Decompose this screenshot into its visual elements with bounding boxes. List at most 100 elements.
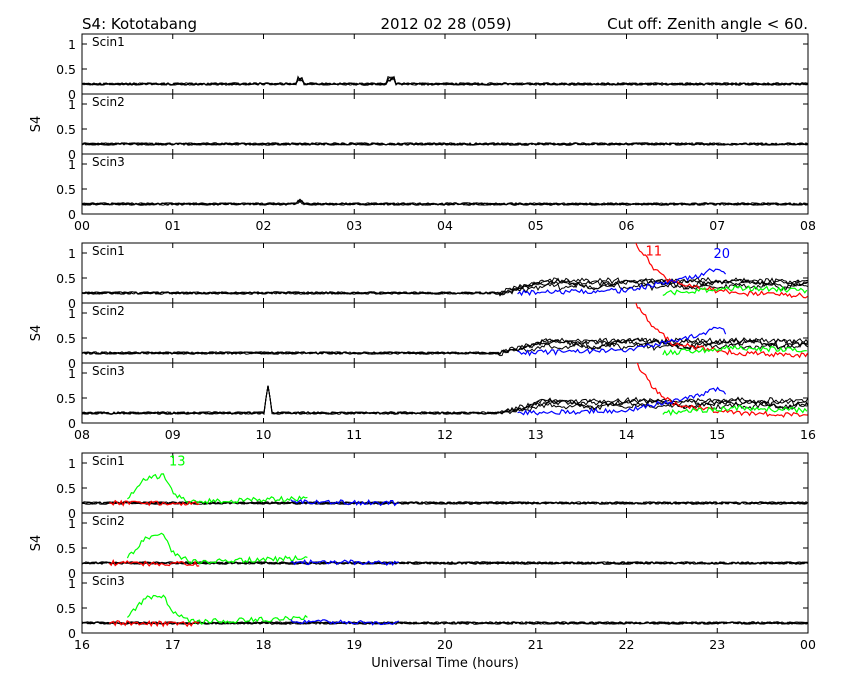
trace-group bbox=[82, 594, 808, 628]
y-tick-label: 1 bbox=[68, 246, 76, 261]
x-tick-label: 10 bbox=[256, 427, 272, 442]
satellite-label: 13 bbox=[169, 455, 186, 470]
y-tick-label: 0 bbox=[68, 626, 76, 641]
x-tick-label: 02 bbox=[256, 218, 272, 233]
trace-group bbox=[82, 243, 808, 299]
green-trace bbox=[662, 344, 807, 357]
black-trace bbox=[82, 385, 808, 415]
x-tick-label: 22 bbox=[619, 637, 635, 652]
x-tick-label: 12 bbox=[437, 427, 453, 442]
y-tick-label: 0 bbox=[68, 356, 76, 371]
y-tick-label: 0 bbox=[68, 416, 76, 431]
y-tick-label: 0.5 bbox=[56, 122, 76, 137]
x-tick-label: 21 bbox=[528, 637, 544, 652]
x-tick-label: 08 bbox=[74, 427, 90, 442]
red-trace bbox=[635, 243, 808, 299]
y-tick-label: 0 bbox=[68, 207, 76, 222]
y-tick-label: 1 bbox=[68, 456, 76, 471]
red-trace bbox=[108, 619, 200, 628]
green-trace bbox=[126, 532, 308, 565]
red-trace bbox=[635, 303, 808, 359]
y-tick-label: 0.5 bbox=[56, 541, 76, 556]
x-tick-label: 19 bbox=[346, 637, 362, 652]
x-tick-label: 09 bbox=[165, 427, 181, 442]
y-tick-label: 1 bbox=[68, 157, 76, 172]
x-tick-label: 20 bbox=[437, 637, 453, 652]
x-tick-label: 18 bbox=[256, 637, 272, 652]
y-tick-label: 0 bbox=[68, 296, 76, 311]
x-tick-label: 23 bbox=[709, 637, 725, 652]
black-trace bbox=[82, 142, 808, 146]
green-trace bbox=[662, 284, 808, 296]
y-tick-label: 0 bbox=[68, 506, 76, 521]
date-title: 2012 02 28 (059) bbox=[381, 15, 512, 33]
black-trace bbox=[82, 501, 808, 505]
y-tick-label: 1 bbox=[68, 97, 76, 112]
y-tick-label: 0.5 bbox=[56, 391, 76, 406]
green-trace bbox=[662, 405, 808, 417]
x-tick-label: 03 bbox=[346, 218, 362, 233]
x-tick-label: 16 bbox=[800, 427, 816, 442]
green-trace bbox=[127, 473, 308, 505]
trace-group bbox=[82, 75, 808, 86]
y-tick-label: 0.5 bbox=[56, 481, 76, 496]
x-tick-label: 04 bbox=[437, 218, 453, 233]
x-tick-label: 17 bbox=[165, 637, 181, 652]
y-tick-label: 0 bbox=[68, 566, 76, 581]
blue-trace bbox=[290, 558, 399, 566]
trace-group bbox=[82, 303, 808, 359]
x-tick-label: 13 bbox=[528, 427, 544, 442]
y-axis-label: S4 bbox=[29, 116, 44, 133]
red-trace bbox=[636, 363, 808, 418]
panel-name-label: Scin1 bbox=[92, 35, 125, 49]
black-trace bbox=[82, 561, 808, 565]
panel-name-label: Scin1 bbox=[92, 454, 125, 468]
black-trace bbox=[82, 337, 808, 357]
x-tick-label: 06 bbox=[619, 218, 635, 233]
x-tick-label: 07 bbox=[709, 218, 725, 233]
y-axis-label: S4 bbox=[29, 535, 44, 552]
panel-frame bbox=[81, 242, 809, 304]
blue-trace bbox=[517, 386, 727, 416]
panel-name-label: Scin2 bbox=[92, 514, 125, 528]
panel-name-label: Scin1 bbox=[92, 244, 125, 258]
trace-group bbox=[82, 198, 808, 206]
station-title: S4: Kototabang bbox=[82, 15, 197, 33]
cutoff-title: Cut off: Zenith angle < 60. bbox=[607, 15, 808, 33]
y-tick-label: 0.5 bbox=[56, 331, 76, 346]
x-tick-label: 15 bbox=[709, 427, 725, 442]
panel-name-label: Scin2 bbox=[92, 304, 125, 318]
trace-group bbox=[82, 363, 808, 418]
y-tick-label: 1 bbox=[68, 37, 76, 52]
x-axis-title: Universal Time (hours) bbox=[371, 656, 519, 671]
blue-trace bbox=[290, 498, 399, 507]
trace-group bbox=[82, 473, 808, 507]
panel-name-label: Scin2 bbox=[92, 95, 125, 109]
y-axis-label: S4 bbox=[29, 325, 44, 342]
y-tick-label: 0.5 bbox=[56, 62, 76, 77]
black-trace bbox=[82, 76, 808, 86]
y-tick-label: 1 bbox=[68, 366, 76, 381]
satellite-label: 11 bbox=[645, 245, 662, 260]
panel-name-label: Scin3 bbox=[92, 364, 125, 378]
black-trace bbox=[82, 199, 808, 206]
x-tick-label: 01 bbox=[165, 218, 181, 233]
trace-group bbox=[82, 142, 808, 146]
black-trace bbox=[82, 277, 808, 296]
x-tick-label: 00 bbox=[800, 637, 816, 652]
x-tick-label: 05 bbox=[528, 218, 544, 233]
panel-name-label: Scin3 bbox=[92, 155, 125, 169]
y-tick-label: 0.5 bbox=[56, 182, 76, 197]
blue-trace bbox=[517, 326, 727, 357]
panel-name-label: Scin3 bbox=[92, 574, 125, 588]
x-tick-label: 14 bbox=[619, 427, 635, 442]
red-trace bbox=[108, 559, 200, 567]
x-tick-label: 11 bbox=[346, 427, 362, 442]
x-tick-label: 16 bbox=[74, 637, 90, 652]
satellite-label: 20 bbox=[714, 247, 731, 262]
blue-trace bbox=[517, 268, 727, 297]
green-trace bbox=[126, 594, 308, 625]
black-trace bbox=[82, 277, 808, 295]
